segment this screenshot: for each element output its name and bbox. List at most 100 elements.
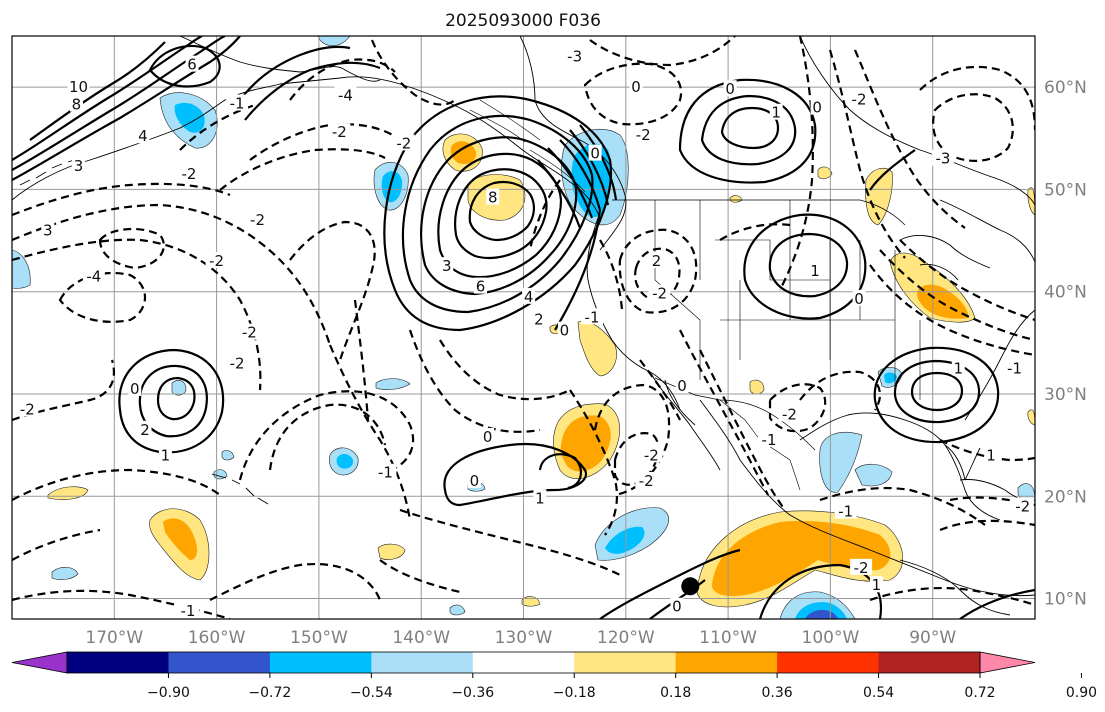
dashed-contour-33 <box>853 49 966 229</box>
contour-southeast-2 <box>893 359 981 424</box>
shade-negative-small-7 <box>221 450 235 461</box>
contour-label: -1 <box>180 602 195 620</box>
longitude-labels: 170°W 160°W 150°W 140°W 130°W 120°W 110°W 100°W… <box>85 628 956 648</box>
dashed-contour-48 <box>719 223 791 241</box>
contour-label: -2 <box>332 123 347 141</box>
contour-bc-packed-1 <box>559 139 602 211</box>
shade-positive-east-edge-1 <box>1027 187 1035 216</box>
dashed-contour-30 <box>589 36 736 67</box>
contour-label-bg <box>533 489 547 506</box>
contour-label: 4 <box>524 288 534 306</box>
contour-label-bg <box>588 144 602 161</box>
dashed-contour-9 <box>209 563 382 601</box>
contour-gulf-alaska-ring-3 <box>420 136 578 296</box>
contour-label: 0 <box>677 377 687 395</box>
dashed-contour-38 <box>869 264 1035 357</box>
contour-label: 0 <box>470 472 480 490</box>
contour-label: 0 <box>672 598 682 616</box>
shade-positive-small-1 <box>377 543 406 560</box>
longitude-label: 140°W <box>392 628 450 648</box>
latitude-label: 50°N <box>1044 180 1087 200</box>
contour-east-arc <box>869 149 916 191</box>
contour-canada-high-1 <box>678 78 817 184</box>
contour-gulf-alaska-ring-5 <box>454 168 548 260</box>
contour-label: 0 <box>483 428 493 446</box>
latitude-label: 60°N <box>1044 78 1087 98</box>
contour-label: 0 <box>130 380 140 398</box>
shade-positive-east-edge-2 <box>1027 409 1035 426</box>
contour-label: 10 <box>69 78 88 96</box>
contour-label-bg <box>563 47 586 64</box>
contour-label: 3 <box>442 257 452 275</box>
contour-label: 6 <box>187 56 197 74</box>
contour-label: -1 <box>838 503 853 521</box>
contour-label-bg <box>675 376 689 393</box>
dashed-contour-50 <box>569 389 619 536</box>
contour-label-bg <box>984 446 998 463</box>
contour-gulf-alaska-ring-6 <box>468 180 535 242</box>
contour-labels: 1083436-4-1-2-4-2-2-2-2-2-2021-1-1001836… <box>16 47 1034 620</box>
contour-label: -3 <box>567 47 582 65</box>
longitude-label: 100°W <box>802 628 860 648</box>
colorbar-segment <box>168 652 271 673</box>
contour-label: -2 <box>209 252 224 270</box>
contour-alaska-packed-3 <box>12 36 203 161</box>
colorbar-extend-high <box>979 651 1036 674</box>
shade-negative-small-3 <box>51 567 79 580</box>
contour-label: 0 <box>590 145 600 163</box>
contour-label: -2 <box>854 559 869 577</box>
shade-deep-negative-south <box>805 610 838 619</box>
contour-pacific-high-3 <box>156 376 196 421</box>
alaska-north-coast <box>179 36 381 82</box>
great-lakes-outline <box>899 234 991 281</box>
contour-label: -2 <box>250 211 265 229</box>
colorbar-label: 0.54 <box>863 685 894 701</box>
contour-label: -2 <box>181 165 196 183</box>
contour-label: 0 <box>812 99 822 117</box>
shade-positive-texas-small <box>749 379 765 395</box>
dashed-contour-46 <box>939 519 1035 532</box>
contour-bottom-1 <box>599 548 741 619</box>
dashed-contour-24 <box>379 559 461 594</box>
contour-label-bg <box>632 126 655 143</box>
contour-label: 8 <box>488 189 498 207</box>
contour-label-bg <box>185 55 199 72</box>
location-marker <box>681 577 700 596</box>
hudson-bay-coast <box>799 36 1035 206</box>
contour-label: -2 <box>242 324 257 342</box>
shade-negative-small-4 <box>171 380 187 396</box>
contour-label: -4 <box>338 86 353 104</box>
dashed-contour-21 <box>408 329 541 433</box>
dashed-contour-11 <box>268 403 387 471</box>
colorbar-extend-low <box>11 651 68 674</box>
contour-label-bg <box>951 359 965 376</box>
us-canada-border <box>612 199 906 226</box>
dashed-contour-18 <box>370 39 456 106</box>
contour-label-bg <box>69 95 83 112</box>
dashed-contour-28 <box>634 247 681 301</box>
dashed-contour-27 <box>618 228 698 314</box>
dashed-contour-5 <box>12 359 116 422</box>
alaska-coastline <box>12 76 601 219</box>
solid-contours <box>12 36 1035 619</box>
contour-label-bg <box>82 267 105 284</box>
contour-bottom-east <box>959 588 1035 619</box>
latitude-label: 20°N <box>1044 487 1087 507</box>
contour-label-bg <box>71 156 85 173</box>
longitude-label: 150°W <box>290 628 348 648</box>
contour-label-bg <box>931 149 954 166</box>
contour-label-bg <box>778 405 801 422</box>
dashed-contour-41 <box>679 329 769 496</box>
colorbar-segment <box>269 652 372 673</box>
contour-label: -2 <box>636 126 651 144</box>
shade-negative-small-6 <box>449 604 466 616</box>
contour-label: -2 <box>230 354 245 372</box>
colorbar-segment <box>574 652 677 673</box>
aleutian-islands <box>19 157 81 186</box>
canada-us-coast <box>519 36 627 251</box>
contour-label-bg <box>474 277 488 294</box>
contour-midwest-2 <box>768 232 849 298</box>
colorbar-label: −0.90 <box>147 685 190 701</box>
dashed-contour-36 <box>899 239 1035 322</box>
shade-negative-small-2 <box>375 378 411 390</box>
